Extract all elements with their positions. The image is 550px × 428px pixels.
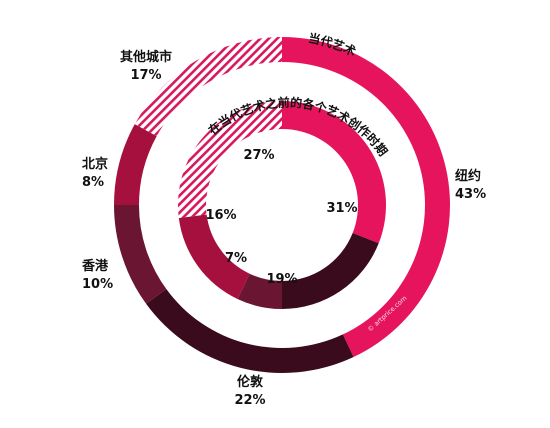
pct-beijing: 8% [82, 175, 104, 190]
inner-slice-beijing [178, 214, 250, 300]
inner-slice-other-cities [178, 101, 282, 219]
label-new-york: 纽约 [455, 168, 481, 184]
outer-slice-beijing [114, 124, 157, 205]
inner-slice-london [282, 232, 379, 309]
label-other-cities: 其他城市 [120, 49, 172, 65]
outer-slice-hong-kong [114, 205, 167, 304]
inner-pct-hong-kong: 7% [225, 251, 247, 266]
outer-slice-other-cities [134, 37, 282, 137]
inner-pct-beijing: 16% [205, 208, 236, 223]
inner-pct-london: 19% [266, 272, 297, 287]
inner-pct-other-cities: 27% [243, 148, 274, 163]
pct-other-cities: 17% [130, 68, 161, 83]
inner-slice-new-york [282, 101, 386, 244]
outer-slice-london [146, 289, 354, 374]
inner-ring [178, 101, 386, 309]
pct-new-york: 43% [455, 187, 486, 202]
outer-ring [114, 37, 451, 374]
label-beijing: 北京 [82, 156, 108, 172]
outer-slice-new-york [282, 37, 451, 358]
pct-london: 22% [234, 393, 265, 408]
pct-hong-kong: 10% [82, 277, 113, 292]
inner-pct-new-york: 31% [326, 201, 357, 216]
label-hong-kong: 香港 [81, 258, 109, 274]
label-london: 伦敦 [237, 374, 264, 390]
inner-slice-hong-kong [237, 273, 282, 309]
